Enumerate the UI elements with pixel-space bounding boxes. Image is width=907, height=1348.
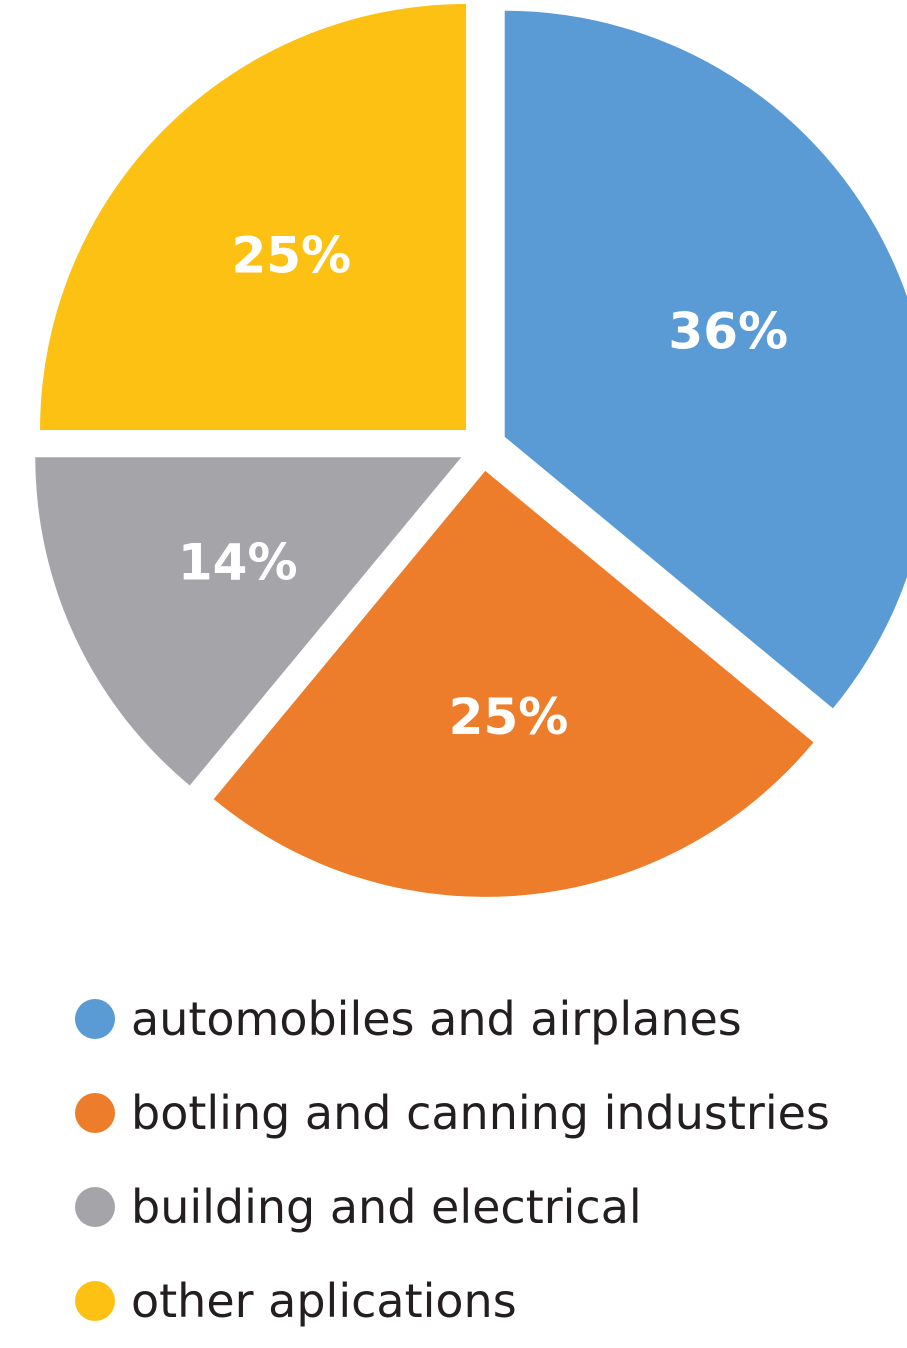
- slice-labels-layer: 36% 25% 14% 25%: [178, 226, 788, 746]
- legend-marker: [75, 1187, 115, 1227]
- legend-label: other aplications: [131, 1274, 517, 1328]
- legend-item: other aplications: [75, 1254, 830, 1348]
- slice-value-label: 25%: [449, 688, 569, 746]
- legend-label: building and electrical: [131, 1180, 642, 1234]
- pie-slice: [504, 10, 907, 709]
- pie-slice: [35, 457, 462, 786]
- slice-value-label: 14%: [178, 533, 298, 591]
- pie-slice: [40, 4, 467, 431]
- legend-marker: [75, 999, 115, 1039]
- legend-marker: [75, 1093, 115, 1133]
- pie-slice: [213, 470, 814, 897]
- legend-label: botling and canning industries: [131, 1086, 830, 1140]
- legend-item: automobiles and airplanes: [75, 972, 830, 1066]
- legend-marker: [75, 1281, 115, 1321]
- slice-value-label: 36%: [668, 303, 788, 361]
- legend-item: botling and canning industries: [75, 1066, 830, 1160]
- slices-layer: [35, 4, 907, 897]
- pie-chart: 36% 25% 14% 25%: [35, 4, 907, 897]
- legend: automobiles and airplanes botling and ca…: [75, 972, 830, 1348]
- pie-chart-svg: 36% 25% 14% 25%: [35, 4, 907, 897]
- slice-value-label: 25%: [231, 226, 351, 284]
- legend-item: building and electrical: [75, 1160, 830, 1254]
- legend-label: automobiles and airplanes: [131, 992, 742, 1046]
